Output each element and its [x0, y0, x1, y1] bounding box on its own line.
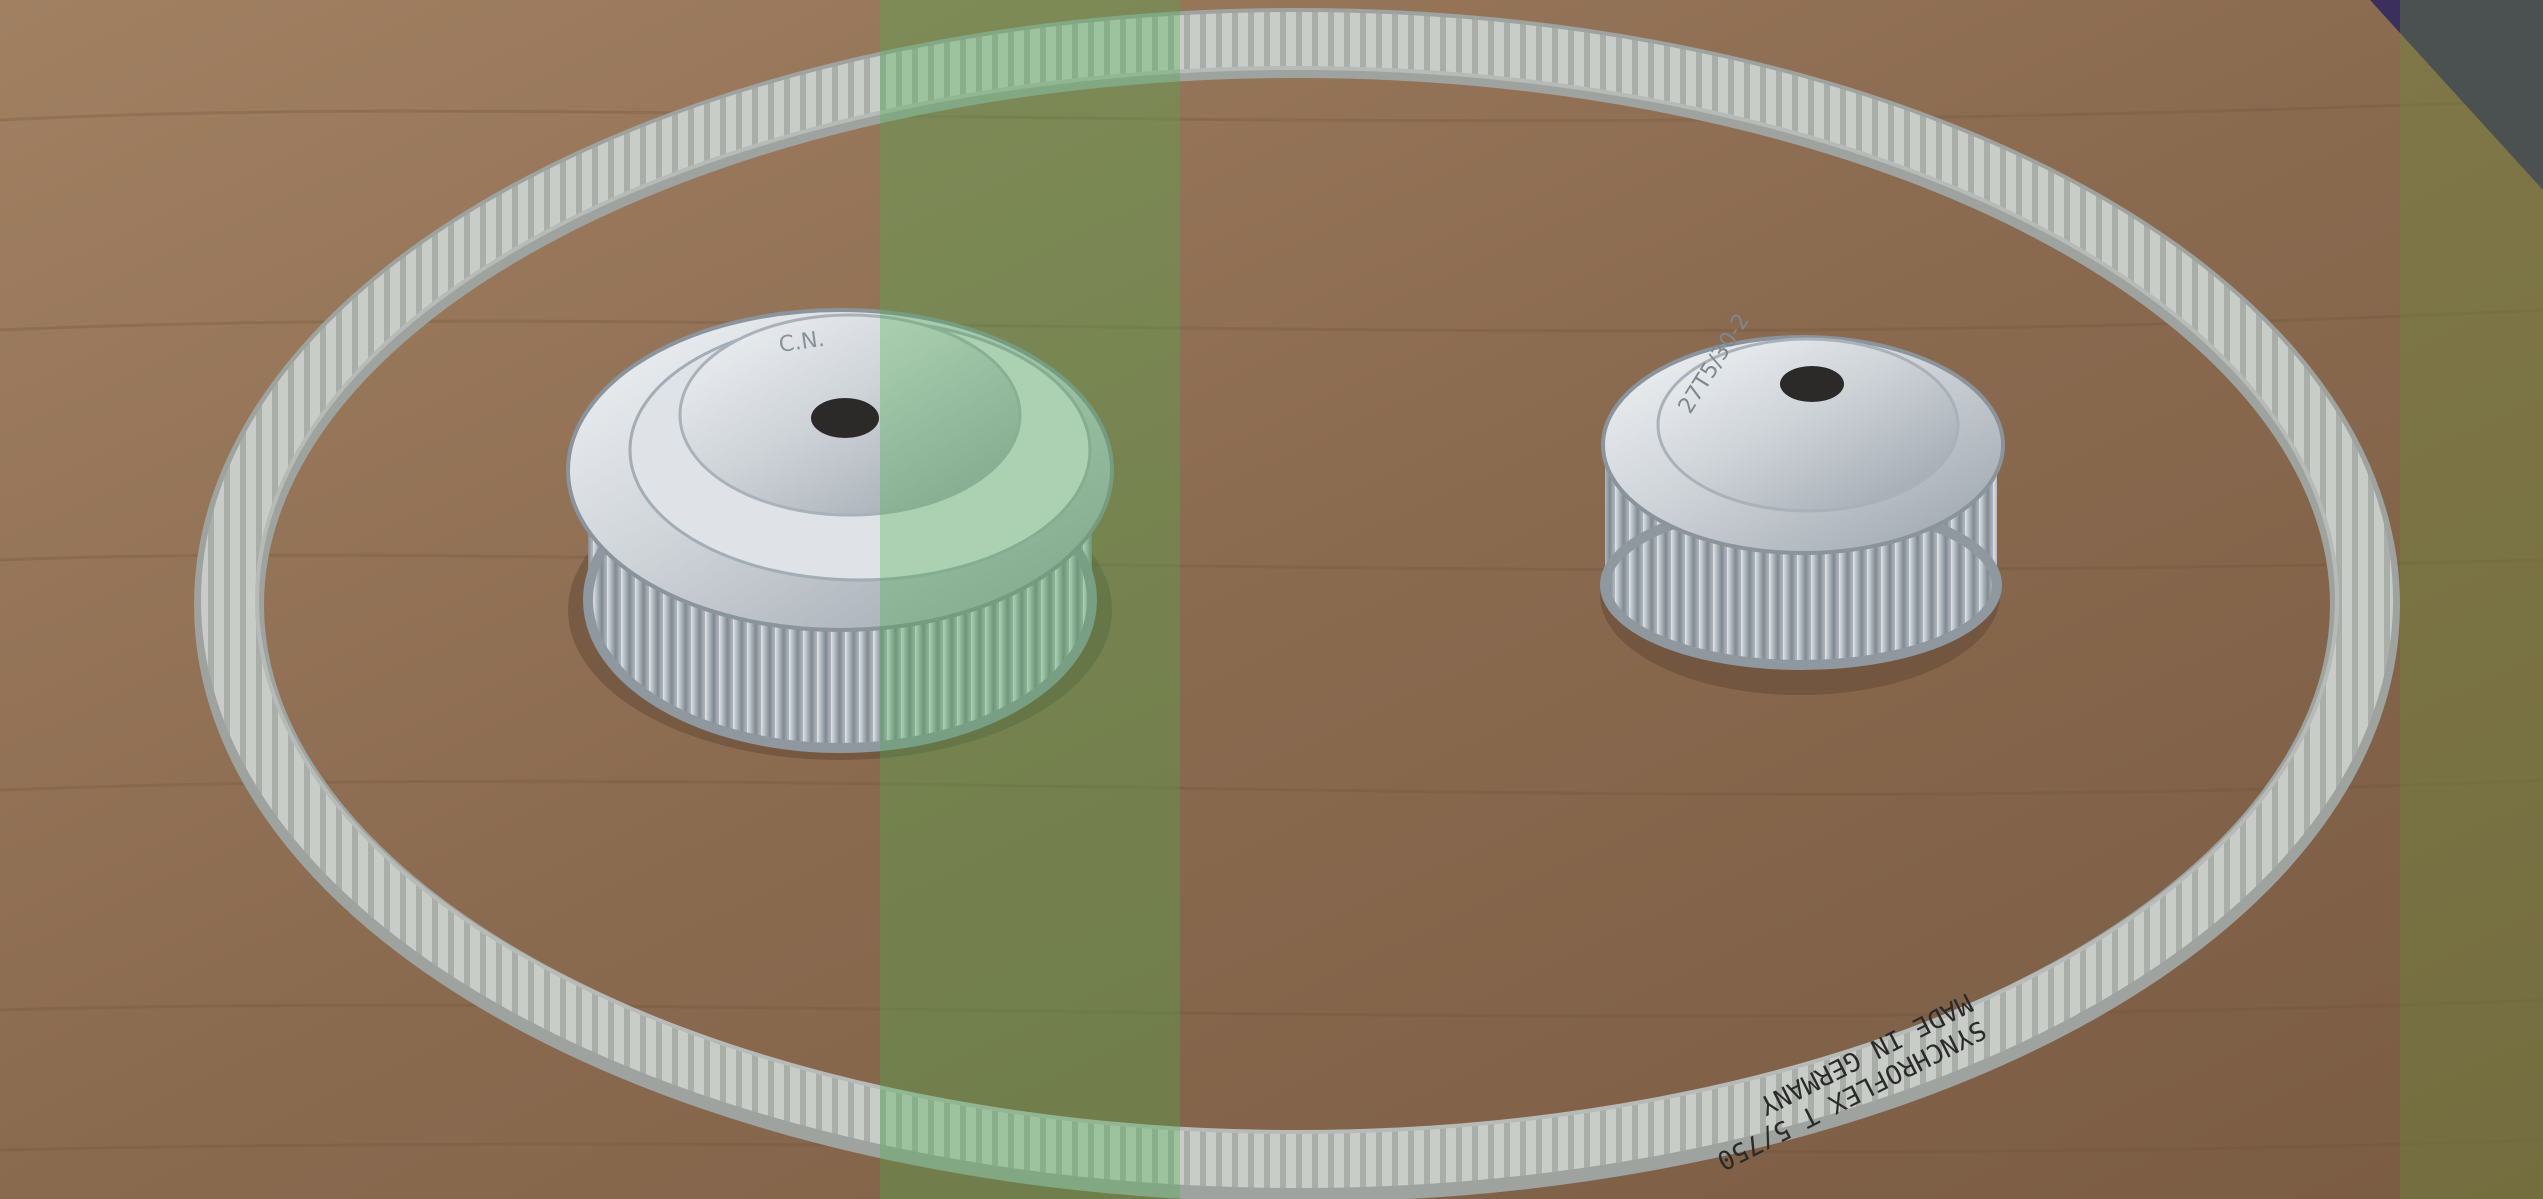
timing-belt [194, 8, 2400, 1199]
large-pulley: C.N. [566, 308, 1114, 760]
large-pulley-bore [811, 398, 879, 438]
glitch-bands [880, 0, 2543, 1199]
device-edge [2370, 0, 2543, 190]
small-pulley: 27T5/30-2 [1600, 309, 2005, 695]
small-pulley-bore [1780, 366, 1844, 402]
